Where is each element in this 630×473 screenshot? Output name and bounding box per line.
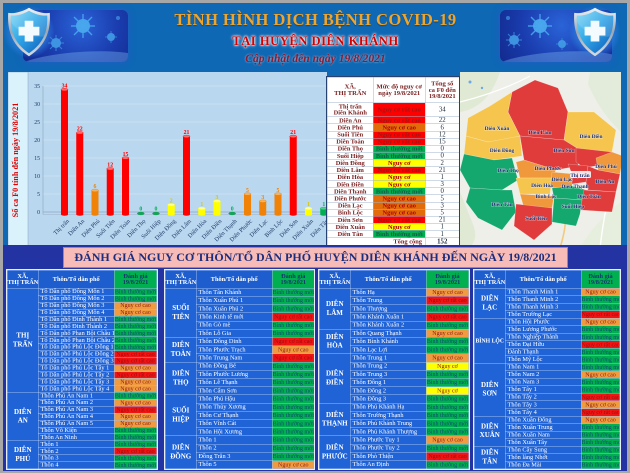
svg-text:Diên An: Diên An bbox=[596, 179, 615, 185]
svg-text:3: 3 bbox=[261, 195, 264, 201]
svg-text:Diên Lạc: Diên Lạc bbox=[552, 177, 573, 183]
svg-text:Diên Phước: Diên Phước bbox=[534, 166, 562, 172]
svg-text:Diên Phú: Diên Phú bbox=[595, 164, 616, 170]
svg-text:5: 5 bbox=[246, 188, 249, 194]
svg-text:Bình Lộc: Bình Lộc bbox=[535, 194, 557, 200]
svg-text:21: 21 bbox=[290, 130, 296, 136]
svg-text:Diên Toàn: Diên Toàn bbox=[577, 194, 601, 200]
svg-text:25: 25 bbox=[34, 120, 40, 126]
svg-text:20: 20 bbox=[34, 138, 40, 144]
svg-text:15: 15 bbox=[34, 156, 40, 162]
svg-text:Diên Điền: Diên Điền bbox=[580, 133, 603, 140]
svg-text:10: 10 bbox=[34, 174, 40, 180]
svg-text:Suối Hiệp: Suối Hiệp bbox=[562, 203, 585, 210]
svg-text:22: 22 bbox=[77, 127, 83, 133]
svg-text:0: 0 bbox=[37, 210, 40, 216]
svg-text:34: 34 bbox=[62, 83, 68, 89]
svg-text:5: 5 bbox=[277, 188, 280, 194]
svg-text:0: 0 bbox=[139, 206, 142, 212]
svg-text:12: 12 bbox=[107, 163, 113, 169]
svg-text:Số ca F0 tính đến ngày 19/8/20: Số ca F0 tính đến ngày 19/8/2021 bbox=[11, 103, 20, 218]
svg-text:35: 35 bbox=[34, 84, 40, 90]
svg-text:Diên Lâm: Diên Lâm bbox=[529, 130, 552, 136]
svg-text:Diên Hòa: Diên Hòa bbox=[531, 183, 553, 189]
svg-text:Diên Tân: Diên Tân bbox=[491, 202, 512, 208]
svg-text:1: 1 bbox=[307, 202, 310, 208]
svg-text:1: 1 bbox=[322, 202, 325, 208]
svg-text:Diên Đồng: Diên Đồng bbox=[490, 147, 515, 154]
svg-text:21: 21 bbox=[184, 130, 190, 136]
svg-text:30: 30 bbox=[34, 102, 40, 108]
svg-text:Suối Tiên: Suối Tiên bbox=[525, 215, 547, 222]
svg-text:Thị trấn: Thị trấn bbox=[570, 172, 589, 179]
svg-text:0: 0 bbox=[155, 206, 158, 212]
svg-text:Diên Xuân: Diên Xuân bbox=[485, 126, 510, 132]
svg-text:0: 0 bbox=[231, 206, 234, 212]
svg-text:Diên Sơn: Diên Sơn bbox=[553, 148, 574, 154]
svg-text:2: 2 bbox=[170, 199, 173, 205]
svg-text:3: 3 bbox=[216, 195, 219, 201]
svg-text:6: 6 bbox=[94, 184, 97, 190]
svg-text:Diên Thạnh: Diên Thạnh bbox=[561, 184, 588, 190]
svg-text:Diên Thọ: Diên Thọ bbox=[497, 168, 519, 174]
svg-text:1: 1 bbox=[200, 202, 203, 208]
svg-text:15: 15 bbox=[123, 152, 129, 158]
svg-text:5: 5 bbox=[37, 192, 40, 198]
